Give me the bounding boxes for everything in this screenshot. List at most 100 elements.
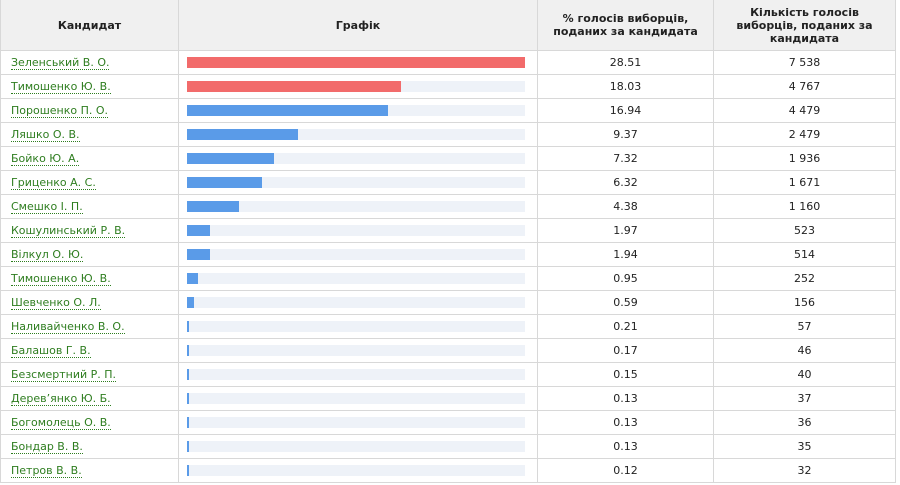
percent-cell: 0.13 [537,386,714,411]
table-row: Бондар В. В. 0.13 35 [0,434,896,459]
candidate-cell: Бондар В. В. [0,434,179,459]
table-row: Балашов Г. В. 0.17 46 [0,338,896,363]
bar-track [187,321,525,332]
bar-fill [187,441,189,452]
count-cell: 57 [713,314,896,339]
candidate-cell: Зеленський В. О. [0,50,179,75]
candidate-cell: Балашов Г. В. [0,338,179,363]
results-body: Зеленський В. О. 28.51 7 538 Тимошенко Ю. В… [0,50,896,483]
candidate-link[interactable]: Кошулинський Р. В. [11,224,126,238]
candidate-link[interactable]: Наливайченко В. О. [11,320,125,334]
bar-track [187,465,525,476]
candidate-cell: Богомолець О. В. [0,410,179,435]
count-cell: 36 [713,410,896,435]
bar-track [187,249,525,260]
candidate-cell: Смешко І. П. [0,194,179,219]
table-row: Дерев’янко Ю. Б. 0.13 37 [0,386,896,411]
bar-fill [187,105,388,116]
table-row: Зеленський В. О. 28.51 7 538 [0,50,896,75]
chart-cell [178,218,538,243]
candidate-cell: Бойко Ю. А. [0,146,179,171]
table-row: Тимошенко Ю. В. 18.03 4 767 [0,74,896,99]
table-row: Ляшко О. В. 9.37 2 479 [0,122,896,147]
count-cell: 4 479 [713,98,896,123]
table-row: Кошулинський Р. В. 1.97 523 [0,218,896,243]
bar-track [187,441,525,452]
percent-cell: 0.59 [537,290,714,315]
header-count[interactable]: Кількість голосів виборців, поданих за к… [713,0,896,51]
table-row: Наливайченко В. О. 0.21 57 [0,314,896,339]
header-chart: Графік [178,0,538,51]
table-row: Безсмертний Р. П. 0.15 40 [0,362,896,387]
percent-cell: 0.21 [537,314,714,339]
table-row: Порошенко П. О. 16.94 4 479 [0,98,896,123]
header-candidate[interactable]: Кандидат [0,0,179,51]
count-cell: 514 [713,242,896,267]
bar-track [187,81,525,92]
percent-cell: 7.32 [537,146,714,171]
percent-cell: 0.12 [537,458,714,483]
candidate-link[interactable]: Смешко І. П. [11,200,83,214]
candidate-link[interactable]: Тимошенко Ю. В. [11,80,111,94]
candidate-cell: Безсмертний Р. П. [0,362,179,387]
table-row: Гриценко А. С. 6.32 1 671 [0,170,896,195]
chart-cell [178,434,538,459]
candidate-link[interactable]: Безсмертний Р. П. [11,368,117,382]
bar-fill [187,57,525,68]
count-cell: 35 [713,434,896,459]
bar-track [187,201,525,212]
chart-cell [178,170,538,195]
bar-fill [187,153,274,164]
candidate-link[interactable]: Бондар В. В. [11,440,83,454]
count-cell: 46 [713,338,896,363]
bar-fill [187,225,211,236]
percent-cell: 0.17 [537,338,714,363]
count-cell: 156 [713,290,896,315]
chart-cell [178,146,538,171]
chart-cell [178,410,538,435]
candidate-link[interactable]: Порошенко П. О. [11,104,109,118]
candidate-cell: Порошенко П. О. [0,98,179,123]
candidate-link[interactable]: Тимошенко Ю. В. [11,272,111,286]
percent-cell: 0.95 [537,266,714,291]
chart-cell [178,242,538,267]
bar-track [187,105,525,116]
candidate-link[interactable]: Дерев’янко Ю. Б. [11,392,111,406]
candidate-link[interactable]: Ляшко О. В. [11,128,80,142]
bar-fill [187,393,189,404]
bar-fill [187,321,190,332]
candidate-link[interactable]: Бойко Ю. А. [11,152,80,166]
candidate-cell: Тимошенко Ю. В. [0,266,179,291]
count-cell: 1 160 [713,194,896,219]
candidate-link[interactable]: Балашов Г. В. [11,344,91,358]
candidate-cell: Тимошенко Ю. В. [0,74,179,99]
percent-cell: 18.03 [537,74,714,99]
count-cell: 1 936 [713,146,896,171]
percent-cell: 0.13 [537,434,714,459]
candidate-link[interactable]: Шевченко О. Л. [11,296,101,310]
percent-cell: 16.94 [537,98,714,123]
count-cell: 7 538 [713,50,896,75]
chart-cell [178,50,538,75]
chart-cell [178,290,538,315]
bar-fill [187,273,199,284]
percent-cell: 4.38 [537,194,714,219]
table-row: Петров В. В. 0.12 32 [0,458,896,483]
candidate-link[interactable]: Гриценко А. С. [11,176,96,190]
chart-cell [178,458,538,483]
bar-track [187,297,525,308]
chart-cell [178,314,538,339]
candidate-link[interactable]: Вілкул О. Ю. [11,248,84,262]
bar-track [187,369,525,380]
bar-fill [187,417,189,428]
candidate-link[interactable]: Богомолець О. В. [11,416,111,430]
candidate-cell: Кошулинський Р. В. [0,218,179,243]
header-percent[interactable]: % голосів виборців, поданих за кандидата [537,0,714,51]
candidate-link[interactable]: Зеленський В. О. [11,56,110,70]
candidate-cell: Шевченко О. Л. [0,290,179,315]
chart-cell [178,338,538,363]
bar-fill [187,129,299,140]
candidate-link[interactable]: Петров В. В. [11,464,82,478]
table-row: Смешко І. П. 4.38 1 160 [0,194,896,219]
table-row: Бойко Ю. А. 7.32 1 936 [0,146,896,171]
